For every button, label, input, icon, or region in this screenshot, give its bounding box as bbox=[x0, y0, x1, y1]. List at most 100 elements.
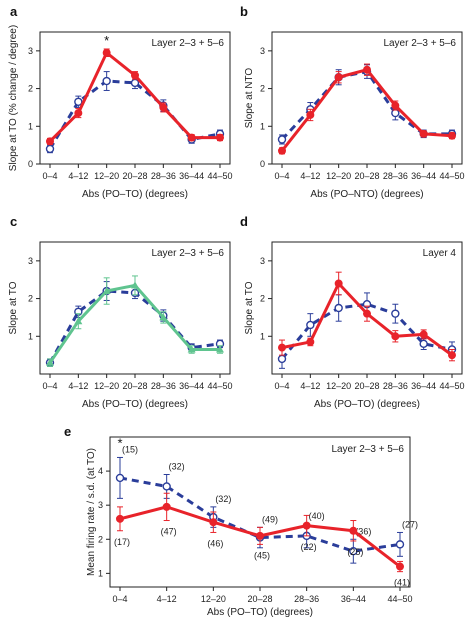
x-tick-label-b: 44–50 bbox=[439, 171, 464, 181]
data-point-red-e bbox=[349, 526, 358, 535]
data-point-red-d bbox=[391, 332, 400, 341]
data-point-blue-a bbox=[130, 78, 140, 88]
x-tick-label-b: 0–4 bbox=[274, 171, 289, 181]
data-point-red-d bbox=[306, 337, 315, 346]
y-axis-title-a: Slope at TO (% change / degree) bbox=[8, 25, 19, 171]
data-point-red-b bbox=[306, 110, 315, 119]
data-point-red-b bbox=[363, 65, 371, 74]
x-axis-title-d: Abs (PO–TO) (degrees) bbox=[314, 399, 420, 410]
data-point-green-c bbox=[131, 281, 139, 289]
marks-a: 0 1 2 3 0–4 4–12 12–20 20–28 28–36 36–44 44–50 * bbox=[28, 33, 233, 181]
data-point-red-a bbox=[74, 109, 83, 118]
y-tick-label-e: 4 bbox=[98, 466, 103, 476]
x-axis-title-c: Abs (PO–TO) (degrees) bbox=[82, 399, 188, 410]
data-point-blue-e bbox=[115, 473, 125, 483]
panel-e: e Layer 2–3 + 5–6 Mean firing rate / s.d… bbox=[64, 424, 418, 618]
panel-c: c Layer 2–3 + 5–6 Slope at TO Abs (PO–TO… bbox=[8, 214, 233, 410]
x-tick-label-e: 44–50 bbox=[387, 594, 412, 604]
n-label-red-e: (41) bbox=[394, 578, 410, 588]
plot-frame-e bbox=[109, 436, 411, 588]
x-tick-label-b: 20–28 bbox=[354, 171, 379, 181]
x-tick-label-e: 0–4 bbox=[112, 594, 127, 604]
plot-frame-c bbox=[39, 241, 231, 375]
y-tick-label-b: 3 bbox=[260, 46, 265, 56]
x-tick-label-a: 28–36 bbox=[151, 171, 176, 181]
data-point-blue-a bbox=[102, 76, 111, 86]
data-point-red-d bbox=[334, 279, 343, 288]
panel-tag-a: Layer 2–3 + 5–6 bbox=[151, 38, 224, 49]
panel-letter-e: e bbox=[64, 424, 71, 439]
data-point-red-a bbox=[46, 137, 54, 146]
x-tick-label-a: 20–28 bbox=[122, 171, 147, 181]
n-label-red-e: (25) bbox=[347, 547, 363, 557]
x-axis-title-a: Abs (PO–TO) (degrees) bbox=[82, 189, 188, 200]
data-point-red-d bbox=[448, 351, 456, 360]
x-tick-label-c: 36–44 bbox=[179, 381, 204, 391]
significance-star-a: * bbox=[104, 33, 109, 48]
x-tick-label-d: 0–4 bbox=[274, 381, 289, 391]
n-label-blue-e: (32) bbox=[169, 462, 185, 472]
y-axis-title-d: Slope at TO bbox=[244, 281, 255, 334]
marks-d: 1 2 3 0–4 4–12 12–20 20–28 28–36 36–44 44–50 bbox=[260, 256, 465, 391]
data-point-blue-b bbox=[391, 108, 400, 118]
y-tick-label-c: 2 bbox=[28, 294, 33, 304]
x-tick-label-b: 4–12 bbox=[300, 171, 320, 181]
n-label-blue-e: (27) bbox=[402, 519, 418, 529]
x-tick-label-e: 20–28 bbox=[247, 594, 272, 604]
panel-tag-c: Layer 2–3 + 5–6 bbox=[151, 248, 224, 259]
panel-letter-d: d bbox=[240, 214, 248, 229]
x-tick-label-a: 36–44 bbox=[179, 171, 204, 181]
y-tick-label-b: 0 bbox=[260, 159, 265, 169]
x-tick-label-d: 4–12 bbox=[300, 381, 320, 391]
x-tick-label-b: 36–44 bbox=[411, 171, 436, 181]
y-tick-label-a: 0 bbox=[28, 159, 33, 169]
data-point-red-b bbox=[448, 131, 456, 140]
x-tick-label-e: 36–44 bbox=[341, 594, 366, 604]
panel-letter-a: a bbox=[10, 4, 18, 19]
data-point-red-e bbox=[209, 518, 218, 527]
n-label-blue-e: (40) bbox=[309, 511, 325, 521]
plot-frame-a bbox=[39, 31, 231, 165]
marks-b: 0 1 2 3 0–4 4–12 12–20 20–28 28–36 36–44 44–50 bbox=[260, 46, 465, 181]
y-tick-label-d: 2 bbox=[260, 294, 265, 304]
y-tick-label-a: 3 bbox=[28, 46, 33, 56]
plot-frame-b bbox=[271, 31, 463, 165]
x-axis-title-b: Abs (PO–NTO) (degrees) bbox=[310, 189, 423, 200]
panel-d: d Layer 4 Slope at TO Abs (PO–TO) (degre… bbox=[240, 214, 465, 410]
x-tick-label-d: 36–44 bbox=[411, 381, 436, 391]
x-tick-label-c: 0–4 bbox=[42, 381, 57, 391]
y-tick-label-c: 3 bbox=[28, 256, 33, 266]
data-point-green-c bbox=[74, 317, 83, 325]
data-point-red-e bbox=[256, 531, 264, 540]
n-label-blue-e: (36) bbox=[355, 526, 371, 536]
data-point-red-a bbox=[102, 48, 111, 57]
x-tick-label-c: 28–36 bbox=[151, 381, 176, 391]
y-tick-label-e: 3 bbox=[98, 500, 103, 510]
data-point-blue-d bbox=[277, 354, 287, 364]
x-tick-label-a: 12–20 bbox=[94, 171, 119, 181]
data-point-red-e bbox=[116, 514, 124, 523]
data-point-red-e bbox=[302, 521, 311, 530]
n-label-blue-e: (15) bbox=[122, 444, 138, 454]
data-point-red-d bbox=[278, 343, 286, 352]
data-point-red-d bbox=[363, 309, 371, 318]
y-tick-label-a: 1 bbox=[28, 121, 33, 131]
data-point-red-b bbox=[419, 129, 428, 138]
n-label-blue-e: (32) bbox=[215, 494, 231, 504]
data-point-blue-d bbox=[334, 303, 343, 313]
data-point-red-a bbox=[216, 133, 224, 142]
data-point-red-e bbox=[162, 502, 171, 511]
data-point-red-b bbox=[278, 146, 286, 155]
y-tick-label-b: 2 bbox=[260, 84, 265, 94]
y-tick-label-e: 2 bbox=[98, 534, 103, 544]
n-label-red-e: (47) bbox=[161, 527, 177, 537]
x-tick-label-c: 4–12 bbox=[68, 381, 88, 391]
n-label-red-e: (17) bbox=[114, 537, 130, 547]
data-point-red-d bbox=[419, 330, 428, 339]
n-label-red-e: (46) bbox=[207, 538, 223, 548]
y-tick-label-d: 1 bbox=[260, 331, 265, 341]
n-label-red-e: (45) bbox=[254, 550, 270, 560]
x-tick-label-e: 28–36 bbox=[294, 594, 319, 604]
y-axis-title-b: Slope at NTO bbox=[244, 68, 255, 129]
